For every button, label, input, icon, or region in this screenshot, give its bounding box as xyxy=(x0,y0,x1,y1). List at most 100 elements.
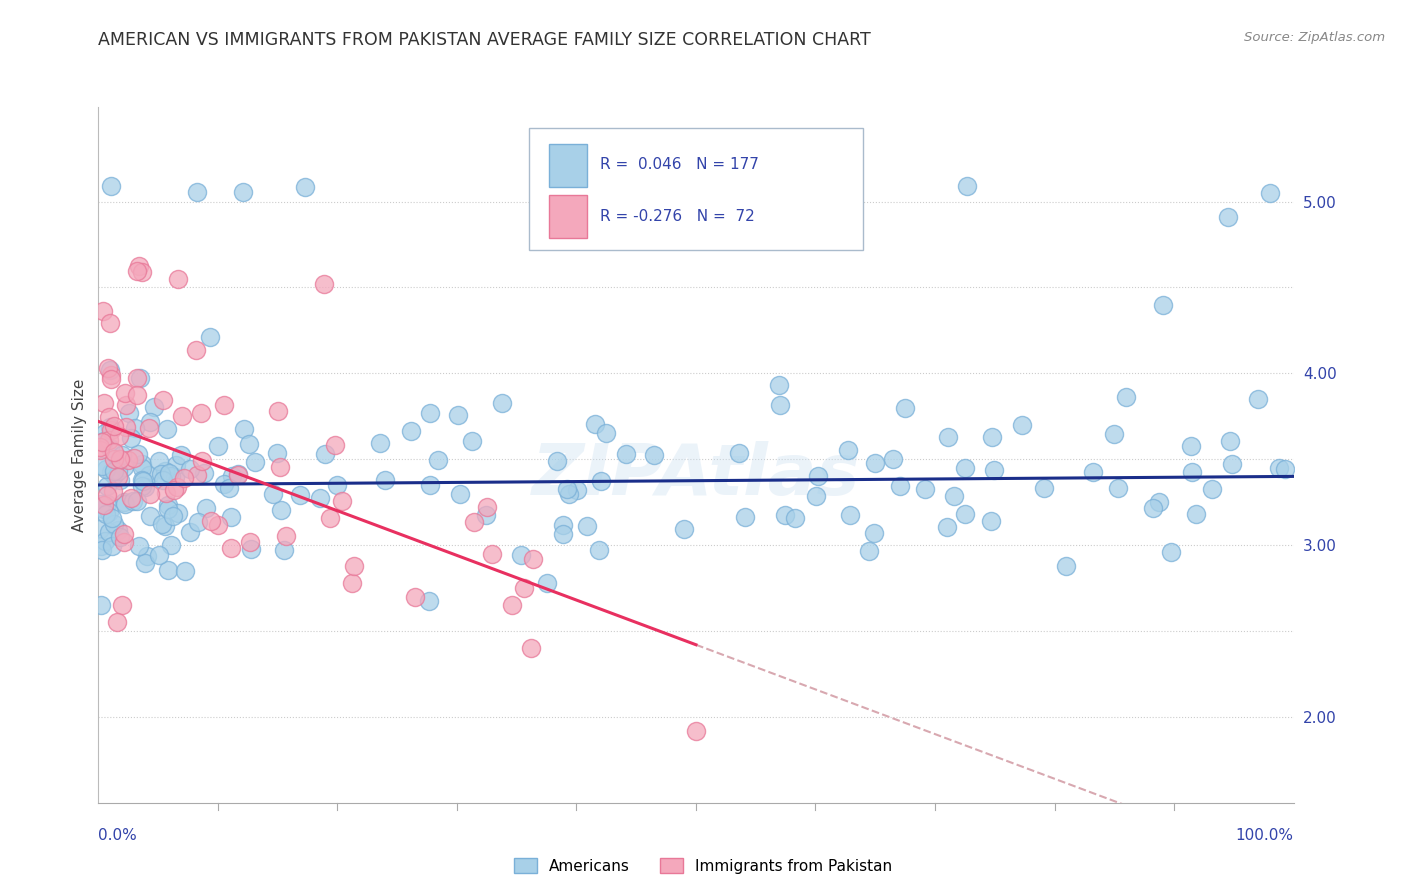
Point xyxy=(1152,298,1174,312)
Point xyxy=(170,448,193,462)
Point xyxy=(90,543,112,558)
Point xyxy=(219,510,242,524)
Point xyxy=(100,368,122,383)
Point xyxy=(100,423,122,437)
Point xyxy=(94,425,117,440)
Point xyxy=(426,452,449,467)
Point xyxy=(131,457,153,471)
Point xyxy=(1274,462,1296,476)
Point xyxy=(156,498,179,512)
Point xyxy=(107,464,129,478)
Point xyxy=(89,522,111,536)
Point xyxy=(449,486,471,500)
Point xyxy=(1247,392,1270,406)
Point xyxy=(125,371,148,385)
Point xyxy=(672,522,695,536)
Point xyxy=(150,516,173,531)
Point xyxy=(323,438,346,452)
Point xyxy=(807,469,830,483)
Point xyxy=(1184,507,1206,521)
Point xyxy=(228,467,250,481)
Point xyxy=(138,468,160,483)
Point xyxy=(522,551,544,566)
Point xyxy=(858,544,880,558)
Point xyxy=(128,259,150,273)
Point xyxy=(889,479,911,493)
Point xyxy=(1181,465,1204,479)
Point xyxy=(179,525,201,540)
Point xyxy=(112,535,135,549)
Point xyxy=(239,535,262,549)
Point xyxy=(131,265,153,279)
Point xyxy=(558,487,581,501)
Point xyxy=(107,470,129,484)
Point xyxy=(101,483,124,498)
Point xyxy=(186,185,208,199)
Point xyxy=(447,408,470,422)
Point xyxy=(134,556,156,570)
Point xyxy=(616,447,638,461)
Point xyxy=(93,498,115,512)
Point xyxy=(94,462,117,476)
Point xyxy=(1268,460,1291,475)
Point xyxy=(108,530,131,544)
Point xyxy=(207,439,229,453)
Point xyxy=(956,179,979,194)
Point xyxy=(96,488,118,502)
Point xyxy=(97,361,120,376)
Point xyxy=(1115,390,1137,404)
Point xyxy=(481,547,503,561)
Point xyxy=(187,515,209,529)
Point xyxy=(419,407,441,421)
Point xyxy=(101,539,124,553)
Point xyxy=(135,549,157,564)
Point xyxy=(89,440,111,454)
Point xyxy=(262,487,284,501)
Point xyxy=(103,451,125,466)
Point xyxy=(314,447,336,461)
Point xyxy=(194,501,217,516)
Point xyxy=(100,465,122,479)
Point xyxy=(103,445,125,459)
Point xyxy=(90,459,112,474)
Point xyxy=(1258,186,1281,200)
Point xyxy=(156,422,179,436)
Point xyxy=(128,370,150,384)
Point xyxy=(162,483,184,498)
Point xyxy=(935,520,957,534)
Point xyxy=(806,489,828,503)
Point xyxy=(576,518,599,533)
Point xyxy=(139,487,162,501)
Point xyxy=(122,494,145,508)
Point xyxy=(418,594,440,608)
Point xyxy=(131,460,153,475)
Point xyxy=(226,468,249,483)
Point xyxy=(97,433,120,447)
Point xyxy=(191,454,214,468)
Point xyxy=(837,442,859,457)
Point xyxy=(98,505,121,519)
Point xyxy=(94,507,117,521)
Point xyxy=(166,480,188,494)
Point xyxy=(112,495,135,509)
Point xyxy=(863,456,886,470)
Point xyxy=(882,452,904,467)
Point xyxy=(1216,210,1239,224)
Point xyxy=(128,539,150,553)
Point xyxy=(212,477,235,491)
Point xyxy=(90,598,112,612)
Point xyxy=(103,464,125,478)
Point xyxy=(519,641,541,656)
Point xyxy=(98,409,121,424)
Point xyxy=(243,455,266,469)
Bar xyxy=(548,194,588,238)
Point xyxy=(1033,481,1056,495)
Point xyxy=(240,542,263,557)
Point xyxy=(368,435,391,450)
Point xyxy=(555,482,578,496)
Point xyxy=(461,434,484,449)
Point xyxy=(894,401,917,416)
Point xyxy=(1142,500,1164,515)
Point xyxy=(734,509,756,524)
Point xyxy=(218,481,240,495)
